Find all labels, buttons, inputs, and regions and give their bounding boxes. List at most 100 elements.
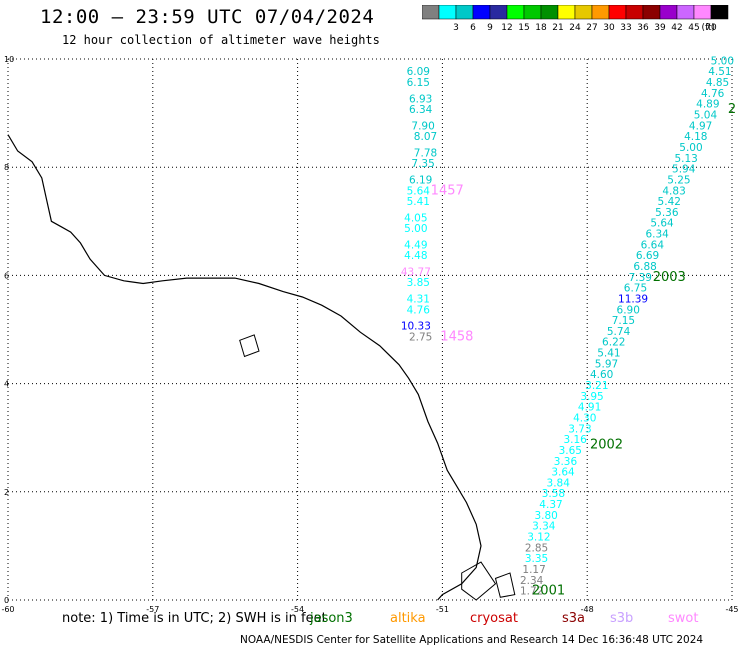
island-outline: [494, 572, 516, 598]
y-tick-label: 0: [4, 596, 9, 605]
wave-height-label: 7.15: [612, 315, 635, 327]
legend-label: 6: [470, 23, 476, 33]
wave-height-label: 5.74: [607, 326, 631, 338]
wave-height-label: 7.35: [411, 158, 434, 170]
wave-height-label: 6.09: [407, 66, 430, 78]
legend-swatch: [710, 5, 729, 20]
y-tick-label: 4: [4, 380, 9, 389]
legend-unit: (ft): [701, 23, 715, 33]
wave-height-label: 3.64: [551, 467, 575, 479]
wave-height-label: 6.22: [602, 337, 625, 349]
satellite-s3b: s3b: [610, 611, 634, 626]
island-outline: [239, 334, 260, 358]
y-tick-label: 8: [4, 163, 9, 172]
pass-time-label: 2003: [653, 270, 686, 285]
wave-height-label: 3.34: [532, 521, 556, 533]
pass-time-label: 1457: [431, 183, 464, 198]
coastline: [7, 134, 482, 601]
wave-height-label: 3.95: [580, 391, 603, 403]
wave-height-label: 4.85: [706, 77, 729, 89]
wave-height-label: 5.42: [658, 196, 681, 208]
x-tick-label: -48: [581, 605, 594, 614]
legend-label: 24: [569, 23, 581, 33]
wave-height-label: 5.25: [667, 174, 690, 186]
wave-height-label: 4.89: [696, 99, 719, 111]
wave-height-label: 2.75: [409, 331, 432, 343]
legend-label: 12: [501, 23, 512, 33]
wave-height-label: 6.64: [641, 239, 665, 251]
legend-label: 45: [688, 23, 699, 33]
wave-height-label: 5.00: [679, 142, 702, 154]
legend-label: 9: [487, 23, 493, 33]
wave-height-label: 3.12: [527, 531, 550, 543]
wave-height-label: 1.72: [520, 586, 543, 598]
pass-time-label: 2002: [590, 438, 623, 453]
wave-height-label: 5.13: [674, 153, 697, 165]
page-title: 12:00 – 23:59 UTC 07/04/2024: [40, 6, 375, 28]
legend-label: 27: [586, 23, 597, 33]
x-tick-label: -57: [146, 605, 159, 614]
wave-height-label: 5.00: [711, 55, 734, 67]
color-legend: 3 6 9 12 15 18 21 24 27 30 33 36 39 42 45 70(ft): [422, 5, 729, 33]
wave-height-label: 3.16: [563, 434, 587, 446]
wave-height-label: 3.36: [554, 456, 578, 468]
wave-height-label: 43.77: [401, 266, 431, 278]
wave-height-label: 7.90: [411, 120, 434, 132]
wave-height-label: 10.33: [401, 321, 431, 333]
wave-height-label: 5.41: [407, 196, 430, 208]
wave-height-label: 4.30: [573, 412, 596, 424]
wave-height-label: 4.48: [404, 250, 427, 262]
legend-label: 21: [552, 23, 563, 33]
wave-height-label: 5.41: [597, 348, 620, 360]
wave-height-label: 3.21: [585, 380, 608, 392]
wave-height-label: 4.49: [404, 239, 427, 251]
wave-height-label: 4.76: [701, 88, 725, 100]
pass-time-label: 2001: [532, 584, 565, 599]
wave-height-label: 11.39: [618, 293, 648, 305]
wave-height-label: 6.15: [407, 77, 430, 89]
legend-label: 33: [620, 23, 631, 33]
wave-height-label: 4.76: [407, 304, 431, 316]
wave-height-label: 5.94: [672, 164, 696, 176]
footer-note: note: 1) Time is in UTC; 2) SWH is in fe…: [62, 611, 327, 626]
wave-height-label: 4.83: [662, 185, 685, 197]
x-tick-label: -51: [436, 605, 449, 614]
wave-height-label: 5.04: [694, 110, 718, 122]
wave-height-label: 4.60: [590, 369, 613, 381]
wave-height-label: 3.84: [547, 477, 571, 489]
wave-height-label: 3.35: [525, 553, 548, 565]
wave-height-label: 4.37: [539, 499, 562, 511]
wave-height-label: 5.64: [407, 185, 431, 197]
legend-label: 18: [535, 23, 547, 33]
wave-height-label: 4.91: [578, 402, 601, 414]
legend-label: 42: [671, 23, 682, 33]
wave-height-label: 4.51: [708, 66, 731, 78]
wave-height-label: 4.05: [404, 212, 427, 224]
satellite-jason3: jason3: [310, 611, 353, 626]
wave-height-label: 2.85: [525, 542, 548, 554]
pass-time-label: 2: [728, 102, 736, 117]
wave-height-label: 3.80: [534, 510, 557, 522]
wave-height-label: 5.64: [650, 218, 674, 230]
wave-height-label: 1.17: [522, 564, 545, 576]
wave-height-label: 2.34: [520, 575, 544, 587]
wave-height-label: 3.85: [407, 277, 430, 289]
wave-height-label: 3.65: [559, 445, 582, 457]
legend-label: 30: [603, 23, 615, 33]
wave-height-label: 4.97: [689, 120, 712, 132]
x-tick-label: -60: [1, 605, 14, 614]
wave-height-label: 4.18: [684, 131, 707, 143]
wave-height-label: 6.34: [645, 229, 669, 241]
wave-height-label: 3.58: [542, 488, 565, 500]
legend-label: 39: [654, 23, 666, 33]
wave-height-label: 5.00: [404, 223, 427, 235]
legend-label: 15: [518, 23, 529, 33]
wave-height-label: 8.07: [414, 131, 437, 143]
wave-height-label: 3.73: [568, 423, 591, 435]
satellite-cryosat: cryosat: [470, 611, 518, 626]
wave-height-label: 6.69: [636, 250, 659, 262]
legend-label: 70: [705, 23, 717, 33]
wave-height-label: 5.36: [655, 207, 679, 219]
wave-height-label: 4.31: [407, 293, 430, 305]
